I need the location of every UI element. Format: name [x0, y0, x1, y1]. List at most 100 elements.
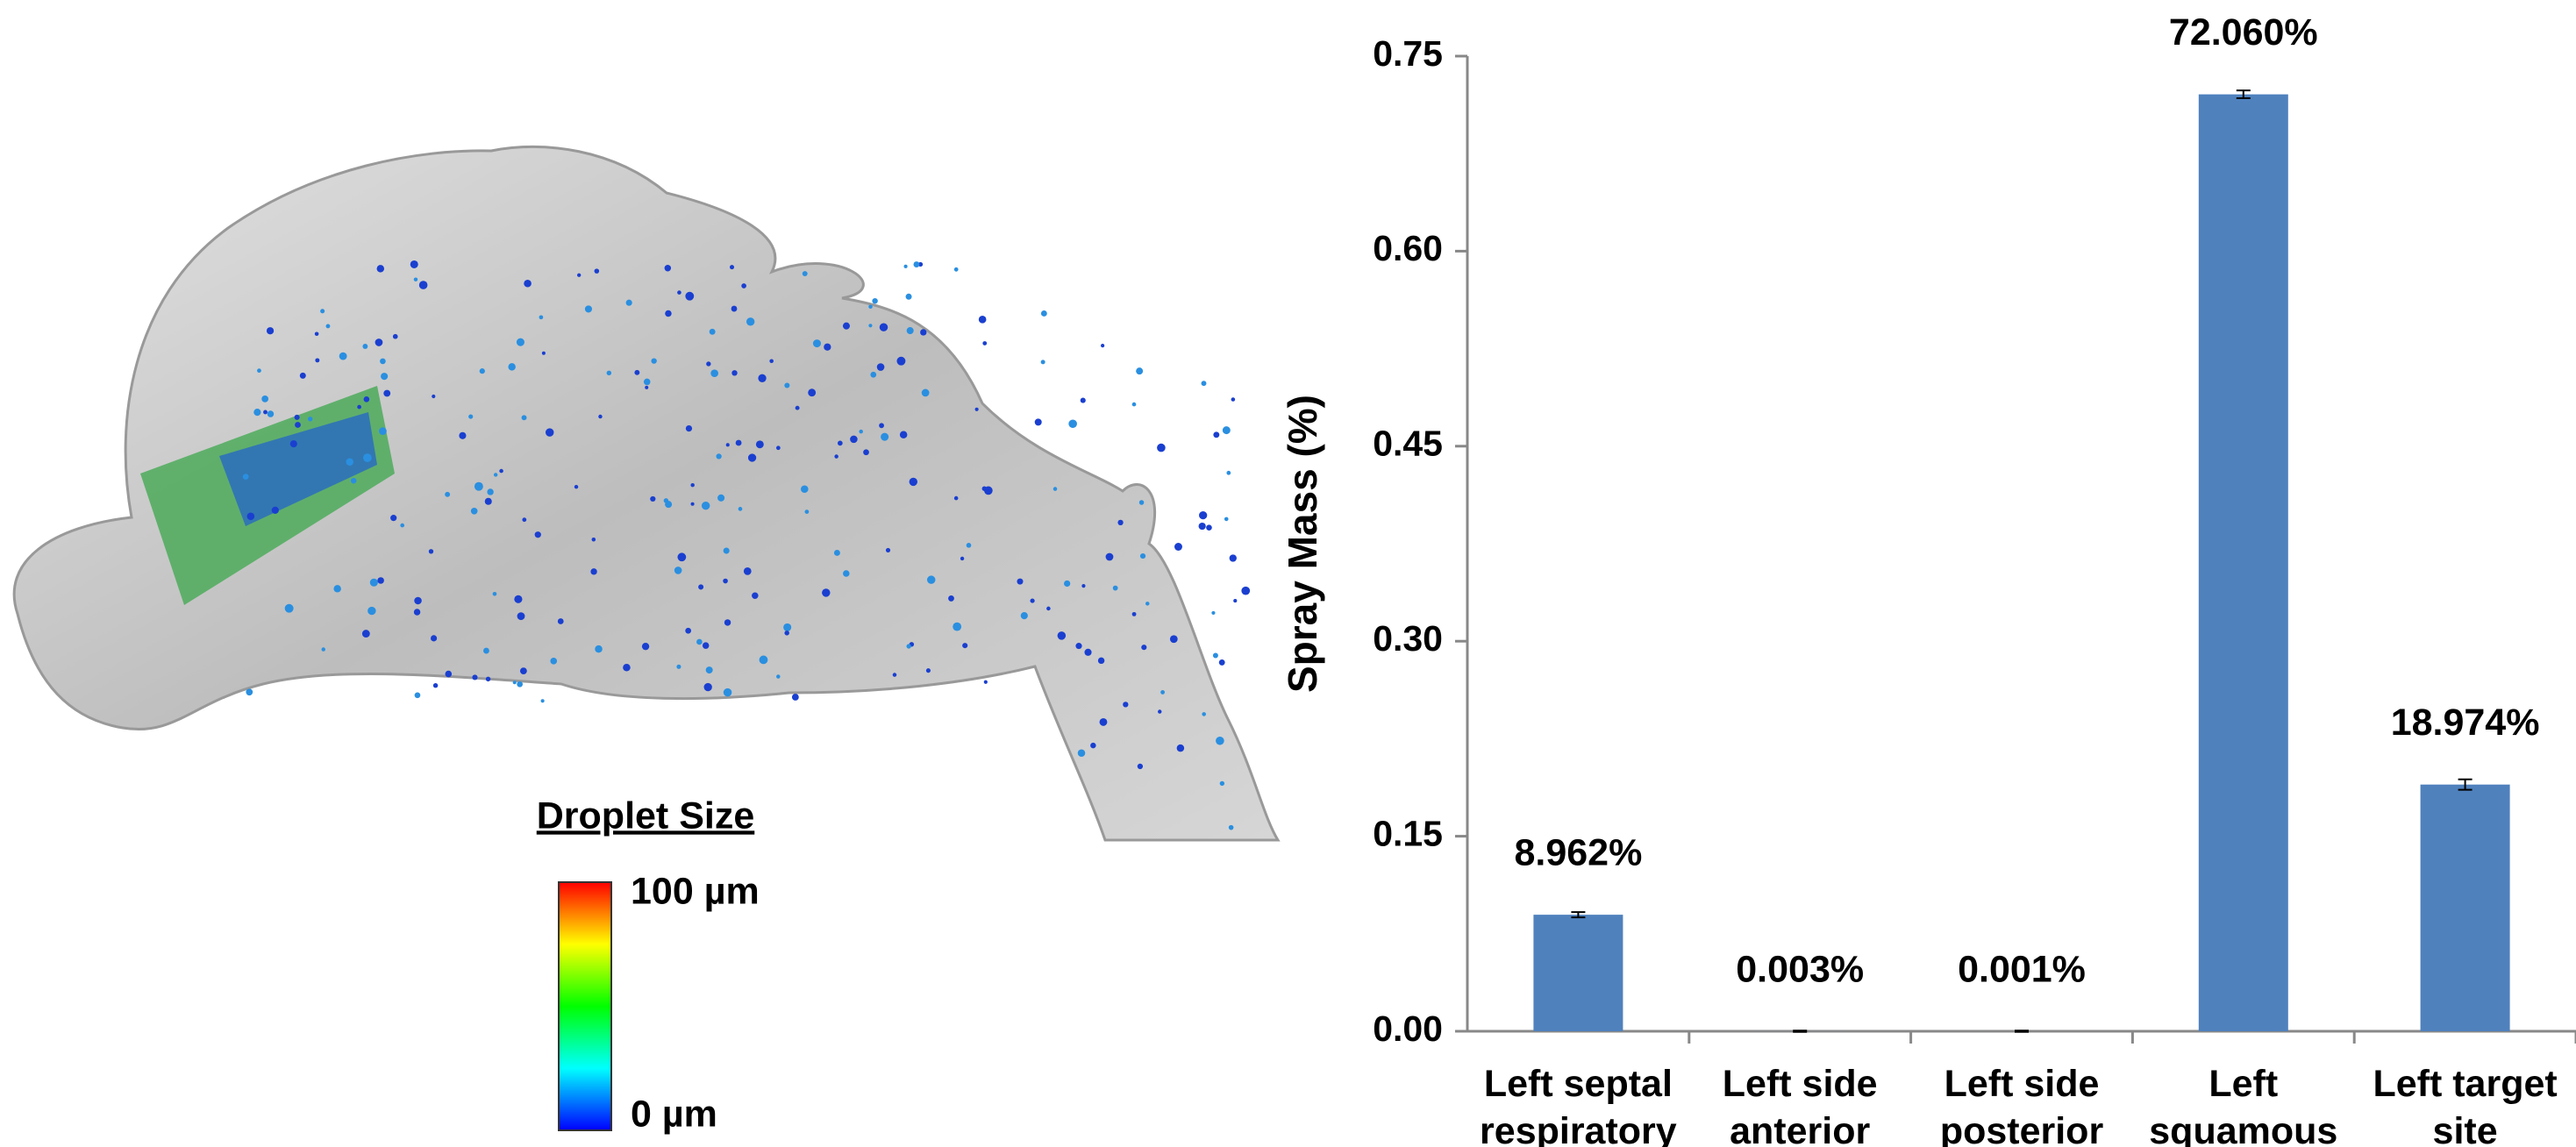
droplet	[315, 358, 319, 362]
droplet	[877, 363, 885, 371]
droplet	[522, 517, 526, 522]
droplet	[984, 487, 993, 495]
droplet	[880, 323, 888, 331]
droplet	[1213, 431, 1219, 438]
droplet	[696, 639, 703, 645]
droplet	[290, 440, 297, 447]
droplet	[702, 502, 710, 509]
droplet	[756, 440, 764, 448]
droplet	[920, 329, 926, 335]
droplet	[520, 667, 527, 674]
droplet	[724, 619, 731, 625]
droplet	[870, 372, 876, 378]
droplet	[379, 427, 387, 435]
x-tick-label: Left septal respiratory	[1468, 1060, 1688, 1147]
droplet	[954, 267, 959, 272]
droplet	[433, 683, 438, 687]
droplet	[550, 658, 557, 665]
droplet	[967, 543, 972, 548]
droplet	[1233, 599, 1237, 602]
droplet	[517, 681, 523, 687]
droplet	[896, 357, 905, 366]
droplet	[486, 677, 490, 681]
droplet	[665, 310, 671, 317]
droplet	[414, 609, 420, 615]
droplet	[979, 316, 987, 324]
droplet	[1098, 658, 1104, 664]
droplet	[1132, 403, 1137, 407]
droplet	[776, 674, 781, 679]
droplet	[813, 339, 821, 347]
droplet	[1211, 611, 1215, 615]
droplet	[893, 673, 897, 677]
droplet	[676, 665, 681, 669]
droplet	[1132, 612, 1137, 616]
droplet	[1064, 581, 1070, 587]
droplet	[872, 298, 877, 303]
droplet	[414, 597, 422, 605]
droplet	[1160, 690, 1165, 695]
droplet	[1202, 712, 1206, 716]
droplet	[717, 495, 724, 502]
droplet	[577, 274, 581, 277]
droplet	[429, 549, 433, 553]
droplet	[1041, 360, 1045, 364]
droplet	[1213, 653, 1218, 659]
droplet	[690, 483, 694, 487]
droplet	[246, 688, 253, 695]
droplet	[468, 414, 473, 418]
droplet	[665, 265, 671, 271]
colorbar-min: 0 µm	[631, 1093, 717, 1135]
droplet	[346, 458, 353, 466]
y-axis-label: Spray Mass (%)	[1280, 395, 1325, 693]
error-bar	[2015, 1030, 2029, 1031]
droplet	[480, 368, 485, 374]
droplet	[475, 482, 483, 491]
droplet	[541, 699, 545, 702]
droplet	[363, 453, 372, 462]
droplet	[243, 474, 249, 480]
colorbar	[559, 882, 611, 1130]
x-tick-label: Left side posterior	[1912, 1060, 2131, 1147]
droplet	[1030, 598, 1034, 602]
droplet	[261, 395, 268, 403]
droplet	[886, 548, 890, 552]
droplet	[843, 323, 850, 330]
droplet	[1220, 781, 1224, 786]
droplet	[731, 370, 737, 375]
droplet	[446, 671, 453, 678]
droplet	[268, 410, 274, 417]
droplet	[948, 595, 954, 602]
droplet	[508, 363, 515, 370]
droplet	[1035, 418, 1042, 425]
droplet	[906, 294, 912, 300]
droplet	[881, 433, 888, 441]
droplet	[801, 485, 809, 493]
droplet	[784, 630, 789, 636]
droplet	[1046, 607, 1051, 611]
droplet	[677, 290, 681, 295]
droplet	[859, 430, 863, 434]
x-tick-label: Left side anterior	[1690, 1060, 1909, 1147]
droplet	[357, 405, 361, 410]
droplet	[607, 371, 611, 375]
droplet	[445, 492, 450, 497]
droplet	[1199, 511, 1207, 519]
droplet	[726, 443, 730, 446]
droplet	[1170, 635, 1178, 643]
droplet	[704, 683, 712, 691]
droplet	[539, 315, 544, 319]
droplet	[808, 388, 816, 396]
droplet	[1078, 749, 1086, 757]
droplet	[592, 538, 596, 542]
droplet	[1136, 367, 1143, 374]
droplet	[1068, 419, 1077, 428]
droplet	[703, 642, 710, 649]
droplet	[1017, 579, 1023, 585]
droplet	[736, 440, 742, 446]
droplet	[741, 283, 746, 289]
droplet	[907, 327, 914, 334]
droplet	[739, 507, 743, 511]
droplet	[308, 417, 312, 421]
bar	[1533, 915, 1623, 1031]
